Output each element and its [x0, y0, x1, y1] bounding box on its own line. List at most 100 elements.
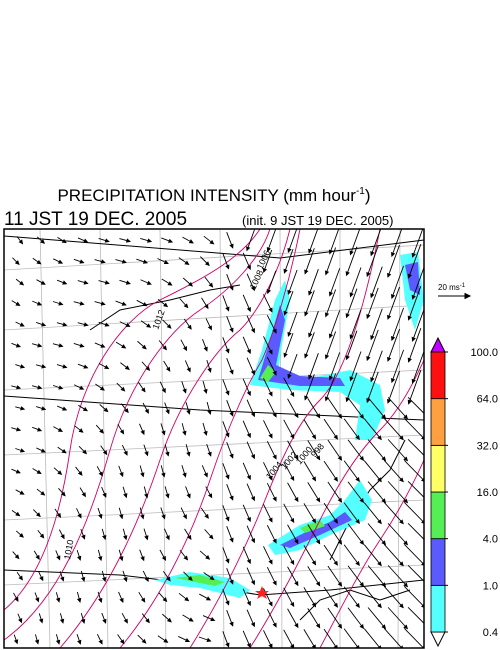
wind-arrow-head	[123, 535, 128, 541]
wind-arrow	[412, 266, 424, 300]
wind-arrow-head	[390, 377, 396, 384]
wind-arrow-head	[203, 430, 208, 436]
wind-arrow-head	[359, 414, 365, 420]
wind-vectors	[11, 229, 429, 648]
wind-arrow-head	[411, 252, 416, 258]
wind-arrow-head	[337, 623, 343, 629]
wind-arrow-head	[79, 343, 85, 348]
title-suffix: )	[365, 186, 371, 205]
wind-arrow-head	[20, 406, 26, 411]
wind-arrow-head	[163, 638, 169, 643]
wind-arrow-head	[337, 539, 343, 545]
wind-arrow-head	[407, 399, 412, 405]
wind-arrow-head	[381, 414, 387, 420]
wind-arrow-head	[324, 354, 330, 360]
wind-arrow-head	[268, 391, 273, 397]
contour-label: 1010	[62, 539, 75, 560]
wind-arrow-head	[140, 472, 145, 478]
wind-arrow	[407, 396, 424, 414]
wind-arrow	[363, 544, 382, 566]
wind-arrow-head	[337, 581, 343, 587]
valid-time: 11 JST 19 DEC. 2005	[4, 209, 187, 230]
wind-arrow	[303, 461, 316, 481]
wind-arrow-head	[246, 475, 251, 481]
wind-arrow-head	[163, 259, 169, 264]
wind-arrow-head	[290, 601, 295, 608]
wind-arrow-head	[62, 322, 68, 327]
wind-arrow	[308, 229, 319, 253]
wind-arrow-head	[250, 496, 255, 502]
wind-arrow-head	[183, 303, 189, 309]
wind-arrow-head	[403, 456, 409, 462]
wind-arrow	[412, 229, 424, 258]
wind-arrow-head	[104, 238, 110, 243]
wind-arrow-head	[225, 558, 230, 564]
wind-arrow-head	[60, 576, 65, 582]
wind-arrow-head	[294, 539, 299, 545]
wind-arrow	[350, 309, 362, 339]
wind-arrow-head	[161, 430, 166, 436]
wind-arrow-head	[387, 356, 392, 362]
wind-arrow-head	[99, 386, 105, 391]
wind-arrow-head	[366, 397, 371, 404]
wind-arrow-head	[268, 349, 273, 355]
wind-arrow-head	[250, 454, 255, 460]
wind-arrow-head	[161, 514, 166, 520]
wind-arrow-head	[104, 322, 110, 327]
wind-arrow-head	[349, 292, 354, 298]
wind-arrow-head	[283, 268, 288, 274]
wind-arrow-head	[165, 535, 170, 541]
wind-arrow	[391, 307, 405, 341]
wind-arrow-head	[35, 512, 41, 518]
wind-arrow	[383, 460, 404, 482]
map-frame	[3, 228, 425, 649]
wind-arrow-head	[324, 312, 330, 318]
wind-arrow-head	[83, 280, 89, 285]
colorbar: 0.4 1.0 4.0 16.0 32.0 64.0 100.0	[430, 336, 498, 648]
wind-arrow	[383, 586, 404, 608]
wind-arrow-head	[209, 239, 215, 245]
wind-arrow-head	[304, 269, 309, 275]
wind-arrow-head	[324, 396, 330, 402]
wind-arrow	[370, 229, 382, 256]
wind-arrow-head	[207, 451, 212, 457]
wind-arrow-head	[209, 575, 215, 581]
wind-arrow-head	[162, 345, 167, 351]
wind-arrow-head	[225, 432, 230, 438]
wind-arrow-head	[147, 238, 153, 243]
wind-arrow	[283, 248, 294, 274]
wind-arrow-head	[120, 386, 126, 392]
wind-arrow-head	[272, 370, 277, 376]
wind-arrow-head	[266, 247, 271, 253]
wind-arrow-head	[294, 623, 299, 629]
wind-arrow	[403, 417, 424, 440]
wind-arrow-head	[328, 249, 334, 255]
wind-arrow	[304, 332, 315, 358]
wind-arrow-head	[272, 580, 277, 586]
wind-arrow	[325, 289, 337, 317]
wind-arrow-head	[370, 335, 375, 341]
precip-area	[258, 305, 345, 386]
wind-arrow	[325, 373, 337, 401]
wind-arrow-head	[250, 328, 255, 334]
wind-arrow	[370, 350, 383, 382]
wind-arrow-head	[163, 302, 169, 308]
wind-arrow	[346, 372, 358, 402]
wind-arrow	[383, 544, 404, 566]
wind-arrow-head	[399, 477, 404, 483]
wind-arrow-head	[407, 315, 412, 321]
wind-arrow	[363, 586, 382, 608]
wind-arrow-head	[140, 556, 145, 562]
wind-arrow-head	[381, 582, 387, 588]
wind-arrow-head	[102, 535, 107, 541]
wind-arrow-head	[250, 622, 255, 628]
wind-arrow-head	[426, 583, 429, 586]
wind-arrow-head	[359, 540, 365, 546]
wind-arrow	[347, 397, 364, 419]
wind-arrow-head	[77, 513, 82, 519]
wind-arrow	[303, 503, 316, 523]
wind-arrow-head	[102, 492, 107, 498]
wind-arrow	[308, 269, 319, 295]
wind-arrow-head	[294, 497, 299, 503]
wind-arrow	[408, 370, 422, 404]
